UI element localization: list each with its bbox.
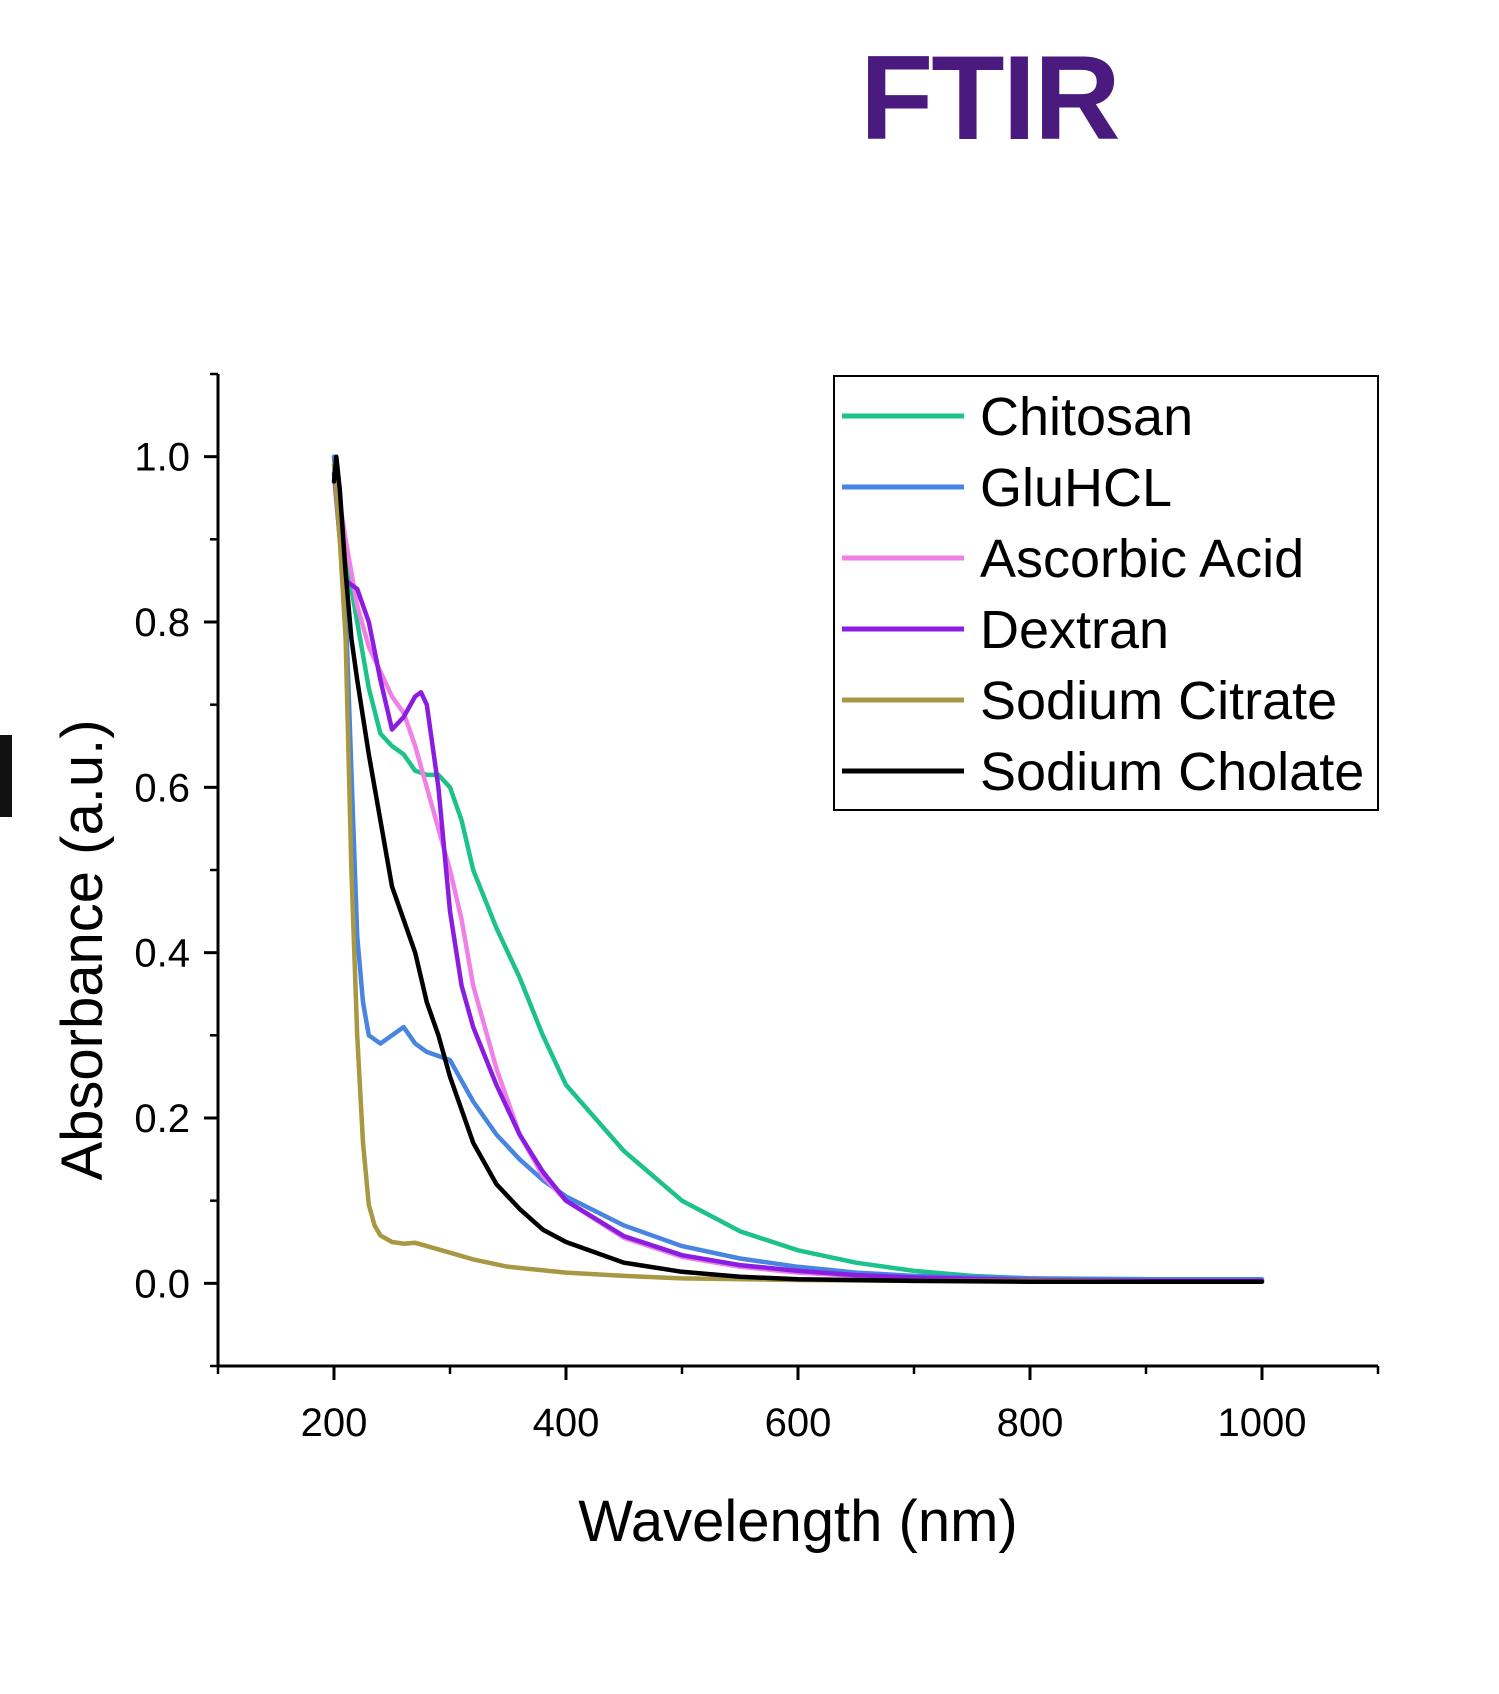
legend-label-dextran: Dextran <box>980 600 1169 660</box>
series-line-sodium-cholate <box>331 454 1265 1284</box>
legend-box <box>833 375 1379 811</box>
legend-label-chitosan: Chitosan <box>980 387 1193 447</box>
x-tick-label: 800 <box>997 1401 1064 1445</box>
y-tick-label: 0.4 <box>134 932 190 976</box>
y-tick-label: 1.0 <box>134 436 190 480</box>
legend-label-ascorbic-acid: Ascorbic Acid <box>980 529 1304 589</box>
series-line-dextran <box>331 470 1265 1284</box>
legend: Chitosan GluHCL Ascorbic Acid Dextran Sodium… <box>833 375 1379 811</box>
x-tick-label: 600 <box>765 1401 832 1445</box>
x-tick-label: 1000 <box>1218 1401 1307 1445</box>
legend-label-sodium-citrate: Sodium Citrate <box>980 671 1337 731</box>
y-tick-label: 0.8 <box>134 601 190 645</box>
series-line-gluhcl <box>331 454 1265 1282</box>
y-axis-title: Absorbance (a.u.) <box>50 719 115 1180</box>
legend-label-sodium-cholate: Sodium Cholate <box>980 742 1364 802</box>
x-axis-title: Wavelength (nm) <box>578 1489 1017 1554</box>
side-mark <box>0 735 12 817</box>
y-tick-label: 0.2 <box>134 1097 190 1141</box>
x-tick-label: 400 <box>533 1401 600 1445</box>
legend-label-gluhcl: GluHCL <box>980 458 1172 518</box>
chart-title: FTIR <box>860 31 1121 165</box>
y-tick-label: 0.0 <box>134 1262 190 1306</box>
series-layer <box>331 454 1265 1284</box>
y-tick-label: 0.6 <box>134 766 190 810</box>
axes-layer: 200 400 600 800 1000 0.0 0.2 0.4 0.6 0.8 1.0 <box>134 372 1380 1445</box>
x-tick-label: 200 <box>301 1401 368 1445</box>
